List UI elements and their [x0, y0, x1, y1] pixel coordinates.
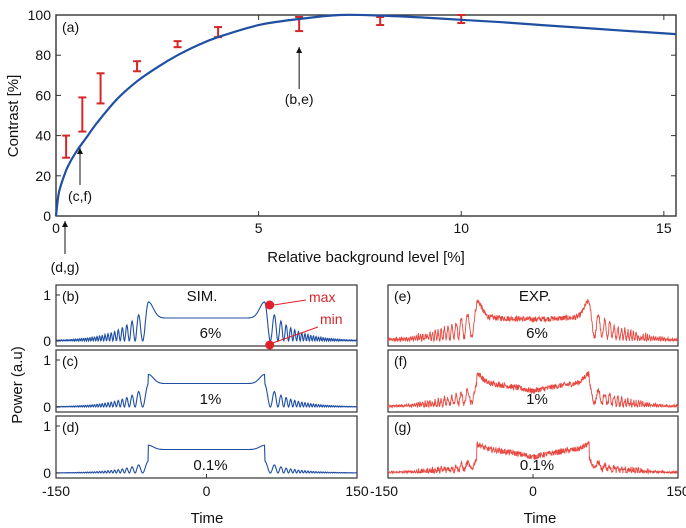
background-level-label: 1%: [526, 391, 548, 408]
annotation-d-g: (d,g): [51, 221, 80, 275]
contrast-x-ticks: 0 5 10 15: [52, 15, 672, 236]
error-bar: [133, 60, 142, 73]
x-tick-label: 150: [345, 483, 369, 499]
panel-frame: [387, 284, 679, 347]
sim-title: SIM.: [187, 288, 218, 305]
sim-x-axis-label: Time: [191, 510, 224, 527]
exp-panel-0: (e) 6%: [387, 284, 679, 347]
panel-label: (e): [394, 288, 411, 304]
y-tick-label: 0: [43, 399, 51, 415]
waveform-line: [387, 371, 679, 409]
waveform-line: [387, 298, 679, 343]
max-min-markers: max min: [265, 289, 343, 350]
x-tick-label: -150: [42, 483, 70, 499]
panel-frame: [55, 284, 358, 347]
min-label: min: [320, 311, 343, 327]
annotation-c-f: (c,f): [68, 148, 92, 204]
exp-panel-2: (g) 0.1% -150 0 150: [370, 415, 686, 499]
annotation-label: (c,f): [68, 188, 92, 204]
y-tick-label: 0: [43, 465, 51, 481]
x-tick-label: 0: [203, 483, 211, 499]
max-pointer: [273, 299, 307, 306]
waveform-line: [55, 373, 358, 409]
min-pointer: [272, 326, 319, 344]
max-label: max: [309, 289, 335, 305]
contrast-x-axis-label: Relative background level [%]: [267, 249, 465, 266]
y-tick-label: 80: [35, 47, 51, 63]
y-tick-label: 1: [43, 418, 51, 434]
exp-x-axis-label: Time: [524, 510, 557, 527]
waveform-line: [55, 301, 358, 343]
x-tick-label: 0: [529, 483, 537, 499]
experiment-panels: (e) 6% (f) 1% (g) 0.1% -150 0 150: [370, 284, 686, 499]
simulation-panels: (b) 6% 0 1 (c) 1% 0 1 (d) 0.1% 0 1 -150 0 150: [42, 284, 369, 499]
background-level-label: 0.1%: [193, 457, 227, 474]
exp-panel-1: (f) 1%: [387, 349, 679, 413]
error-bar: [173, 40, 182, 49]
panel-frame: [387, 349, 679, 413]
y-tick-label: 0: [43, 208, 51, 224]
min-marker: [265, 340, 275, 350]
x-tick-label: 150: [666, 483, 686, 499]
contrast-annotations: (b,e) (c,f) (d,g): [51, 47, 314, 275]
background-level-label: 1%: [200, 391, 222, 408]
background-level-label: 6%: [526, 325, 548, 342]
sim-panel-2: (d) 0.1% 0 1 -150 0 150: [42, 415, 369, 499]
panel-label: (g): [394, 419, 411, 435]
error-bar: [78, 96, 87, 133]
panel-label: (c): [62, 353, 78, 369]
x-tick-label: -150: [370, 483, 398, 499]
max-marker: [265, 300, 275, 310]
contrast-curve: [54, 13, 677, 217]
y-tick-label: 60: [35, 87, 51, 103]
error-bar: [62, 134, 71, 159]
contrast-y-ticks: 0 20 40 60 80 100: [28, 7, 676, 224]
x-tick-label: 0: [52, 220, 60, 236]
power-y-axis-label: Power (a.u): [9, 346, 26, 424]
annotation-label: (d,g): [51, 259, 80, 275]
x-tick-label: 5: [255, 220, 263, 236]
y-tick-label: 20: [35, 168, 51, 184]
y-tick-label: 0: [43, 333, 51, 349]
annotation-b-e: (b,e): [285, 47, 314, 107]
contrast-plot-frame: [55, 14, 677, 217]
y-tick-label: 1: [43, 352, 51, 368]
waveform-line: [55, 444, 358, 474]
contrast-y-axis-label: Contrast [%]: [5, 75, 22, 158]
panel-label: (d): [62, 419, 79, 435]
background-level-label: 6%: [200, 325, 222, 342]
y-tick-label: 100: [28, 7, 52, 23]
sim-panel-1: (c) 1% 0 1: [43, 349, 358, 415]
sim-panel-0: (b) 6% 0 1: [43, 284, 358, 349]
waveform-line: [387, 440, 679, 475]
panel-frame: [55, 349, 358, 413]
exp-title: EXP.: [519, 288, 551, 305]
y-tick-label: 1: [43, 287, 51, 303]
error-bar: [96, 72, 105, 105]
x-tick-label: 10: [453, 220, 469, 236]
panel-label-a: (a): [62, 19, 79, 35]
error-bar: [376, 16, 385, 27]
y-tick-label: 40: [35, 128, 51, 144]
background-level-label: 0.1%: [520, 457, 554, 474]
contrast-error-bars: [62, 14, 466, 159]
panel-label: (f): [394, 353, 407, 369]
panel-label: (b): [62, 288, 79, 304]
annotation-label: (b,e): [285, 91, 314, 107]
x-tick-label: 15: [656, 220, 672, 236]
